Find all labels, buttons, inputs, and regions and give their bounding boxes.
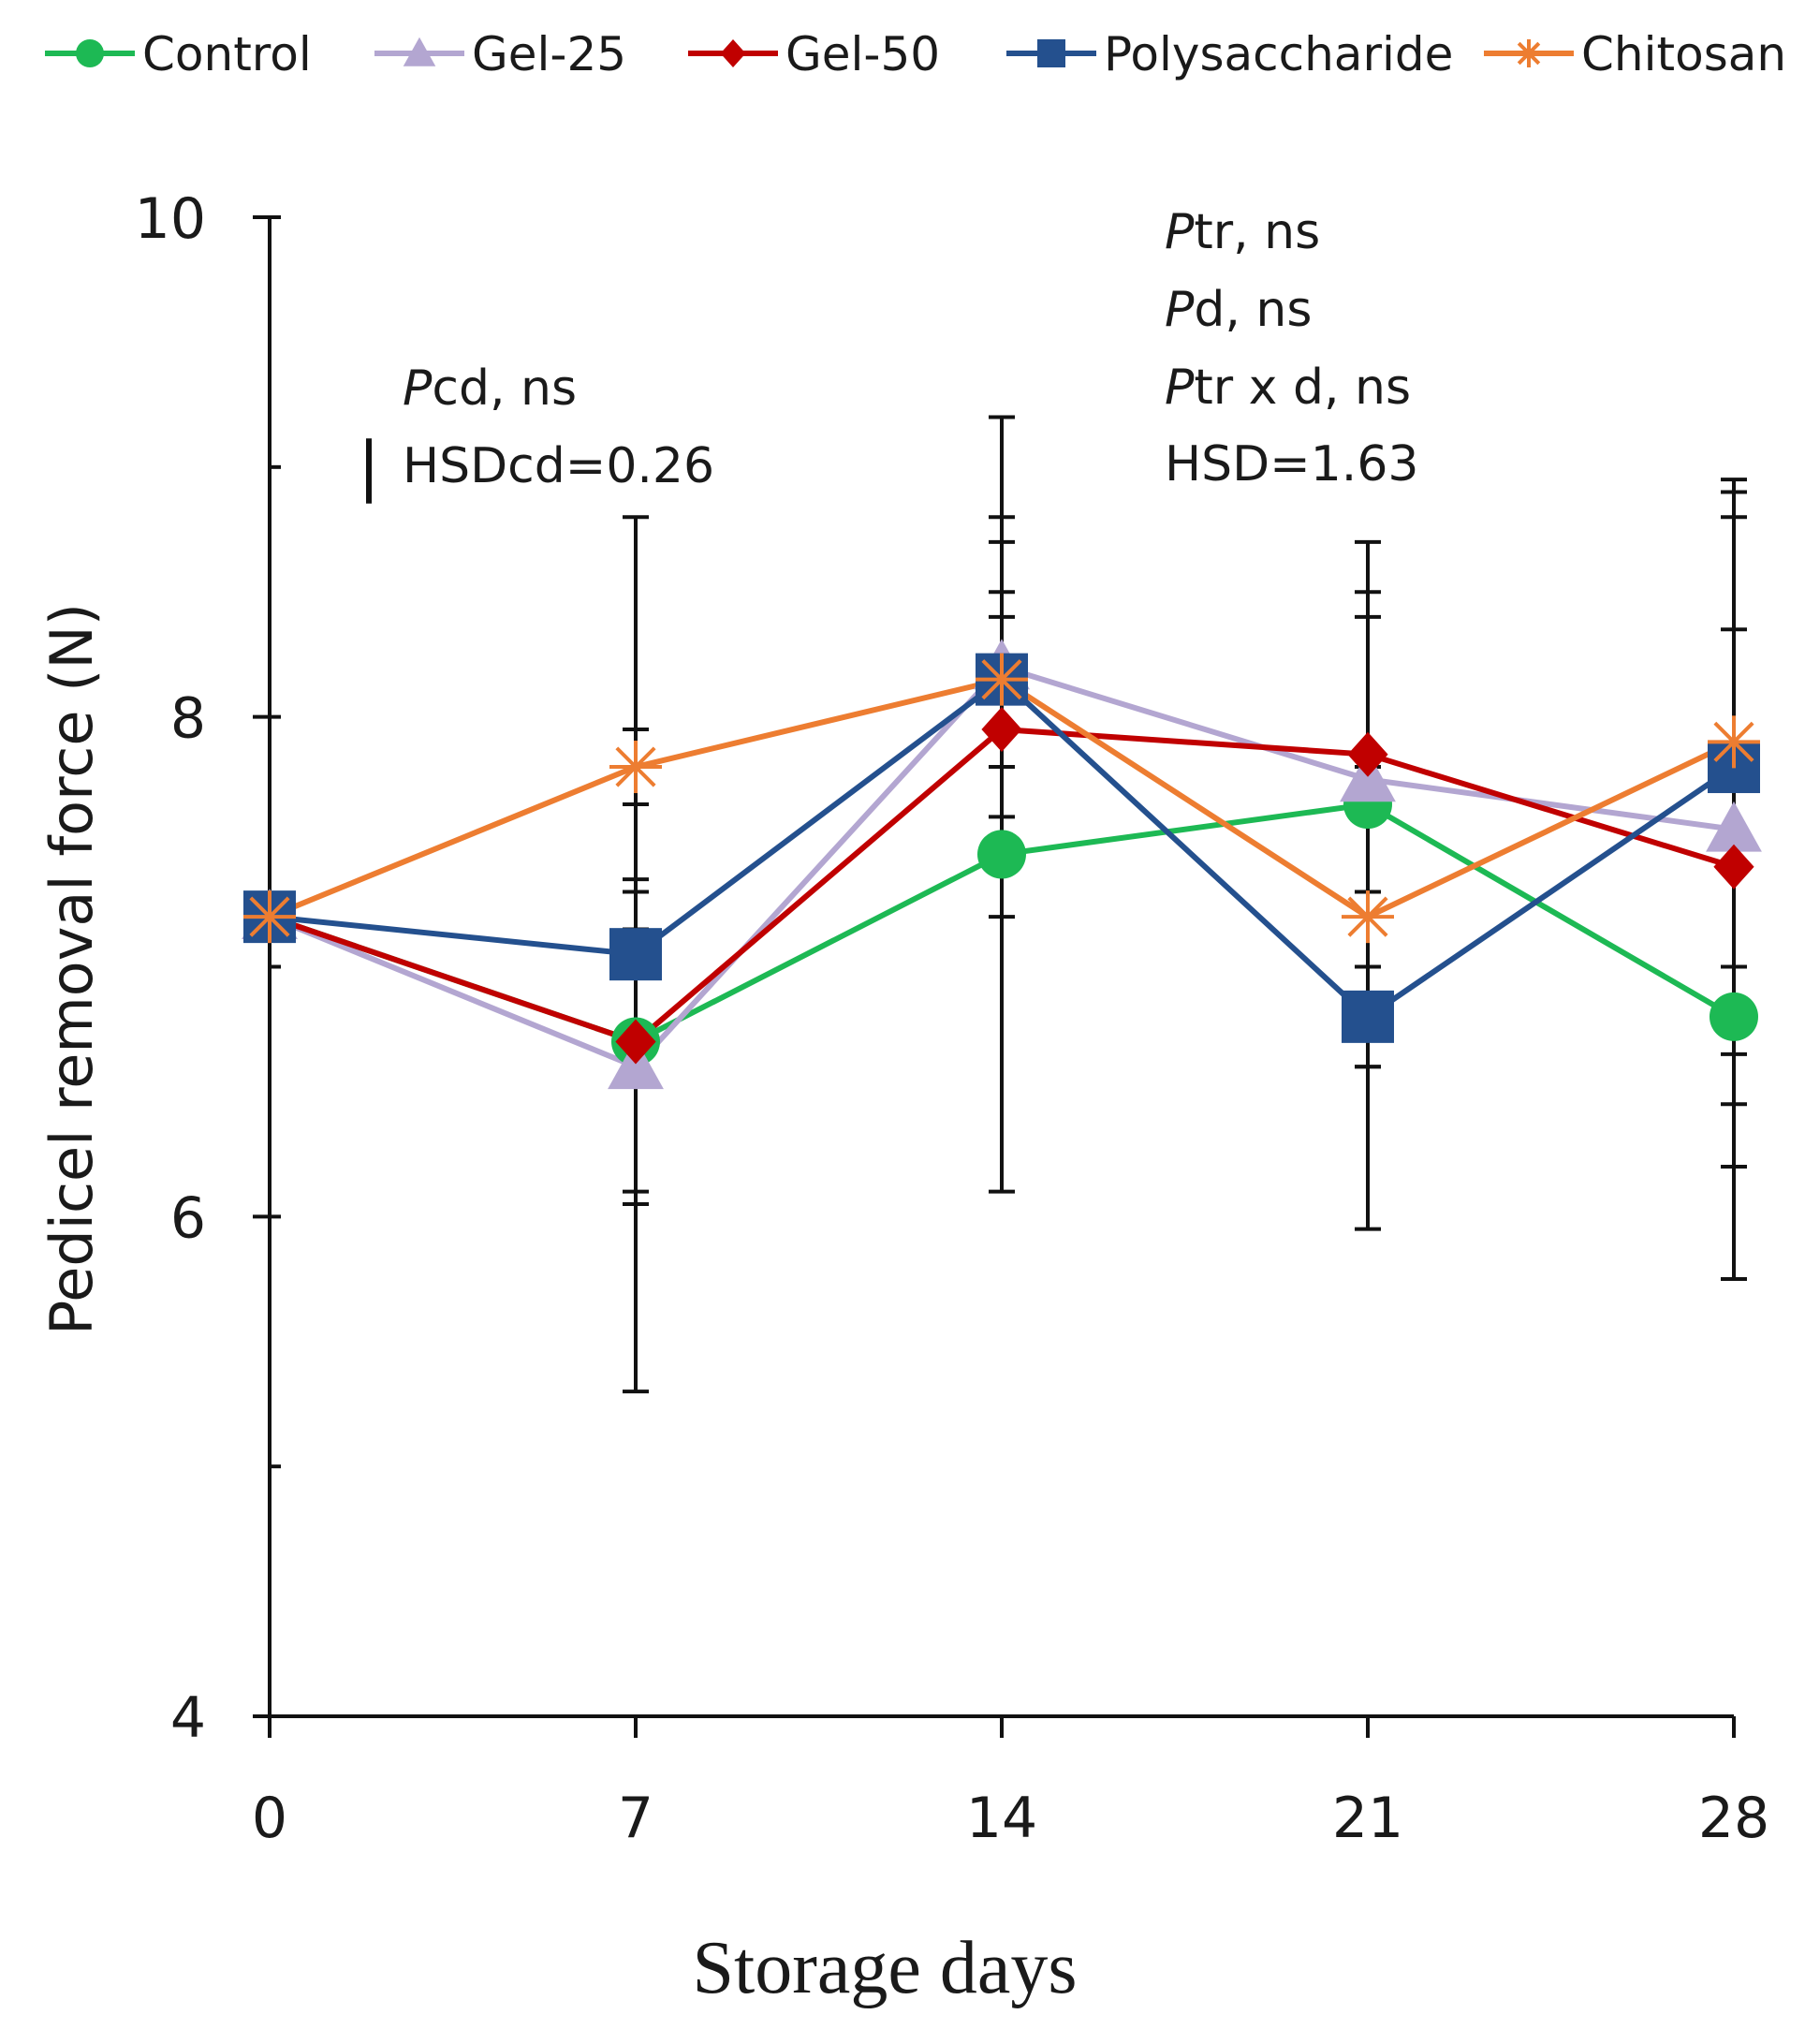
x-axis-title: Storage days (692, 1927, 1077, 2009)
data-point-chitosan (243, 890, 296, 944)
series-markers (242, 639, 1762, 1090)
data-point-gel-25 (1706, 801, 1762, 852)
stat-annotation: HSDcd=0.26 (403, 438, 714, 494)
x-tick-label: 7 (618, 1786, 653, 1851)
data-point-gel-50 (981, 707, 1022, 753)
stat-annotation: Pcd, ns (403, 360, 577, 417)
legend-item-polysaccharide: Polysaccharide (1006, 27, 1453, 81)
legend-marker (1037, 39, 1065, 67)
y-tick-label: 10 (135, 186, 206, 252)
data-point-polysaccharide (1342, 990, 1394, 1043)
data-point-polysaccharide (609, 928, 662, 981)
x-tick-label: 21 (1332, 1786, 1403, 1851)
stat-annotations: Pcd, ns HSDcd=0.26 Ptr, ns Pd, ns Ptr x d, n… (366, 204, 1419, 504)
legend-marker (403, 37, 436, 66)
legend-item-gel-50: Gel-50 (688, 27, 940, 81)
data-point-chitosan (1708, 715, 1760, 769)
x-tick-label: 0 (252, 1786, 287, 1851)
legend-marker (720, 39, 746, 67)
data-point-control (977, 830, 1026, 879)
data-point-gel-50 (615, 1019, 656, 1065)
data-point-gel-50 (1713, 844, 1754, 890)
y-tick-label: 6 (170, 1185, 206, 1251)
stat-annotation: HSD=1.63 (1165, 436, 1419, 493)
legend-marker (76, 39, 104, 67)
x-tick-label: 28 (1698, 1786, 1769, 1851)
error-bars (623, 415, 1747, 1394)
stat-annotation: Ptr, ns (1165, 204, 1320, 260)
legend-item-chitosan: Chitosan (1484, 27, 1786, 81)
data-point-chitosan (976, 653, 1028, 706)
y-tick-label: 8 (170, 686, 206, 752)
y-axis-title: Pedicel removal force (N) (37, 603, 106, 1335)
legend-label: Gel-50 (785, 27, 940, 81)
y-ticks: 4 6 8 10 (135, 186, 281, 1751)
data-point-gel-50 (1347, 731, 1388, 777)
data-point-control (1710, 992, 1758, 1041)
data-point-chitosan (1342, 890, 1394, 944)
legend-label: Control (142, 27, 312, 81)
x-ticks: 0 7 14 21 28 (252, 1716, 1769, 1851)
legend-item-gel-25: Gel-25 (374, 27, 626, 81)
legend-label: Gel-25 (472, 27, 626, 81)
stat-annotation: Pd, ns (1165, 282, 1312, 338)
x-tick-label: 14 (966, 1786, 1037, 1851)
data-point-chitosan (609, 741, 662, 794)
legend-label: Chitosan (1581, 27, 1786, 81)
y-tick-label: 4 (170, 1685, 206, 1751)
legend: Control Gel-25 Gel-50 Polysaccharide Chitosa… (45, 27, 1786, 81)
legend-item-control: Control (45, 27, 312, 81)
stat-annotation: Ptr x d, ns (1165, 360, 1411, 416)
legend-label: Polysaccharide (1104, 27, 1453, 81)
legend-marker (1515, 39, 1543, 67)
